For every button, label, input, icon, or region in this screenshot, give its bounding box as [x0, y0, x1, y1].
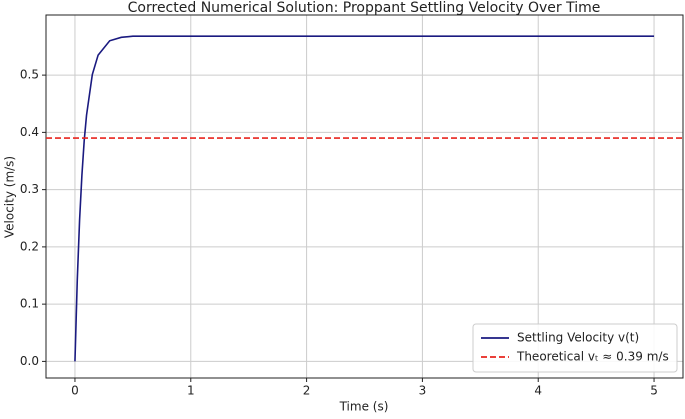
y-tick-label: 0.2 — [20, 239, 39, 253]
y-tick-label: 0.3 — [20, 182, 39, 196]
data-line — [74, 35, 655, 362]
x-tick-label: 0 — [71, 384, 79, 398]
y-tick-label: 0.0 — [20, 354, 39, 368]
x-tick-label: 2 — [303, 384, 311, 398]
y-axis-label: Velocity (m/s) — [3, 156, 17, 238]
x-axis-label: Time (s) — [339, 400, 389, 414]
x-tick-label: 1 — [187, 384, 195, 398]
y-tick-label: 0.1 — [20, 297, 39, 311]
legend-box — [472, 323, 678, 373]
x-tick-label: 5 — [650, 384, 658, 398]
x-tick-label: 3 — [419, 384, 427, 398]
plot-frame — [45, 14, 684, 379]
y-tick-label: 0.4 — [20, 125, 39, 139]
legend-label: Settling Velocity v(t) — [517, 331, 639, 345]
chart-title: Corrected Numerical Solution: Proppant S… — [128, 0, 601, 16]
y-tick-label: 0.5 — [20, 68, 39, 82]
x-tick-label: 4 — [534, 384, 542, 398]
legend-label: Theoretical vₜ ≈ 0.39 m/s — [516, 350, 669, 364]
